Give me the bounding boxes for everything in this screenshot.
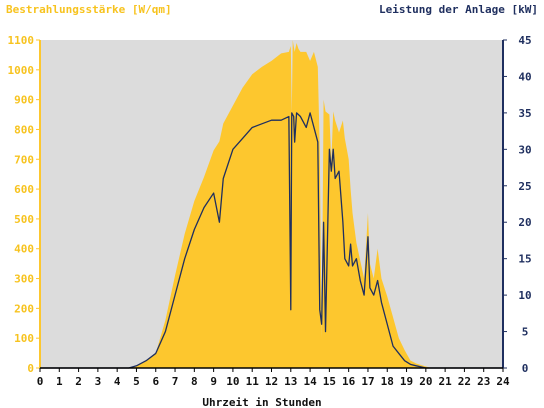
x-tick-label: 7 <box>172 375 179 388</box>
left-tick-label: 200 <box>14 302 34 315</box>
right-tick-label: 10 <box>518 289 531 302</box>
x-tick-label: 22 <box>458 375 471 388</box>
left-tick-label: 700 <box>14 153 34 166</box>
x-tick-label: 5 <box>133 375 140 388</box>
x-tick-label: 13 <box>284 375 297 388</box>
x-tick-label: 6 <box>152 375 159 388</box>
right-tick-label: 5 <box>522 326 529 339</box>
x-tick-label: 1 <box>56 375 63 388</box>
left-tick-label: 600 <box>14 183 34 196</box>
left-tick-label: 0 <box>27 362 34 375</box>
right-tick-label: 30 <box>518 143 531 156</box>
left-tick-label: 500 <box>14 213 34 226</box>
irradiance-area <box>40 40 503 368</box>
x-tick-label: 4 <box>114 375 121 388</box>
power-line <box>40 112 503 369</box>
axes-layer: 0100200300400500600700800900100011000510… <box>8 34 532 388</box>
x-tick-label: 19 <box>400 375 413 388</box>
x-tick-label: 24 <box>496 375 510 388</box>
x-axis-label: Uhrzeit in Stunden <box>202 396 321 408</box>
x-tick-label: 18 <box>381 375 394 388</box>
x-tick-label: 2 <box>75 375 82 388</box>
x-tick-label: 23 <box>477 375 490 388</box>
left-tick-label: 300 <box>14 273 34 286</box>
x-tick-label: 8 <box>191 375 198 388</box>
x-tick-label: 0 <box>37 375 44 388</box>
x-tick-label: 14 <box>303 375 317 388</box>
left-tick-label: 900 <box>14 94 34 107</box>
x-tick-label: 20 <box>419 375 432 388</box>
right-tick-label: 40 <box>518 70 531 83</box>
series-layer <box>40 40 503 369</box>
left-axis-title: Bestrahlungsstärke [W/qm] <box>6 3 172 16</box>
left-tick-label: 100 <box>14 332 34 345</box>
x-tick-label: 16 <box>342 375 356 388</box>
right-axis-title: Leistung der Anlage [kW] <box>379 3 538 16</box>
right-tick-label: 25 <box>518 180 531 193</box>
x-tick-label: 21 <box>439 375 453 388</box>
x-tick-label: 17 <box>361 375 374 388</box>
x-tick-label: 9 <box>210 375 217 388</box>
left-tick-label: 800 <box>14 123 34 136</box>
right-tick-label: 15 <box>518 253 531 266</box>
left-tick-label: 1100 <box>8 34 35 47</box>
x-tick-label: 15 <box>323 375 336 388</box>
right-tick-label: 20 <box>518 216 531 229</box>
x-tick-label: 11 <box>246 375 260 388</box>
left-tick-label: 1000 <box>8 64 35 77</box>
right-tick-label: 45 <box>518 34 531 47</box>
x-tick-label: 12 <box>265 375 278 388</box>
x-tick-label: 10 <box>226 375 239 388</box>
right-tick-label: 35 <box>518 107 531 120</box>
right-tick-label: 0 <box>522 362 529 375</box>
x-tick-label: 3 <box>95 375 102 388</box>
left-tick-label: 400 <box>14 243 34 256</box>
